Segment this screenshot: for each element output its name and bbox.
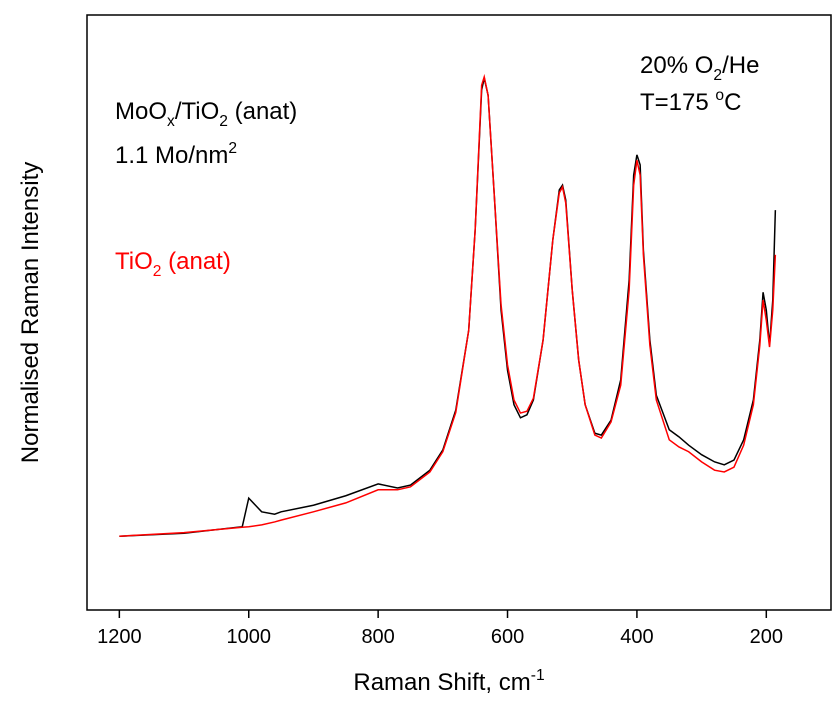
series-line [119, 77, 777, 537]
text-part: x [167, 113, 175, 130]
text-part: 2 [228, 140, 237, 157]
text-part: 2 [219, 113, 228, 130]
plot-frame [86, 14, 832, 611]
x-tick-label: 600 [491, 626, 524, 648]
text-part: /He [722, 52, 759, 79]
text-part: /TiO [175, 98, 219, 125]
annotation: 20% O2/He [640, 52, 759, 84]
annotation: 1.1 Mo/nm2 [115, 140, 237, 169]
text-part: (anat) [228, 98, 297, 125]
annotation: TiO2 (anat) [115, 248, 231, 280]
x-axis-label: Raman Shift, cm-1 [353, 667, 544, 696]
x-tick-label: 200 [750, 626, 783, 648]
x-tick-label: 400 [620, 626, 653, 648]
text-part: TiO [115, 248, 153, 275]
text-part: -1 [531, 667, 545, 684]
text-part: T=175 [640, 89, 715, 116]
text-part: 2 [153, 263, 162, 280]
text-part: 1.1 Mo/nm [115, 142, 228, 169]
text-part: Raman Shift, cm [353, 669, 530, 696]
annotation: MoOx/TiO2 (anat) [115, 98, 297, 130]
text-part: Normalised Raman Intensity [17, 162, 44, 463]
annotation: T=175 oC [640, 87, 741, 116]
text-part: MoO [115, 98, 167, 125]
text-part: (anat) [161, 248, 230, 275]
series-line [119, 73, 777, 537]
x-tick-label: 1200 [97, 626, 142, 648]
text-part: C [724, 89, 741, 116]
text-part: 2 [713, 67, 722, 84]
text-part: o [715, 87, 724, 104]
y-axis-label: Normalised Raman Intensity [17, 162, 44, 463]
x-tick-label: 1000 [226, 626, 271, 648]
x-tick-label: 800 [361, 626, 394, 648]
text-part: 20% O [640, 52, 713, 79]
